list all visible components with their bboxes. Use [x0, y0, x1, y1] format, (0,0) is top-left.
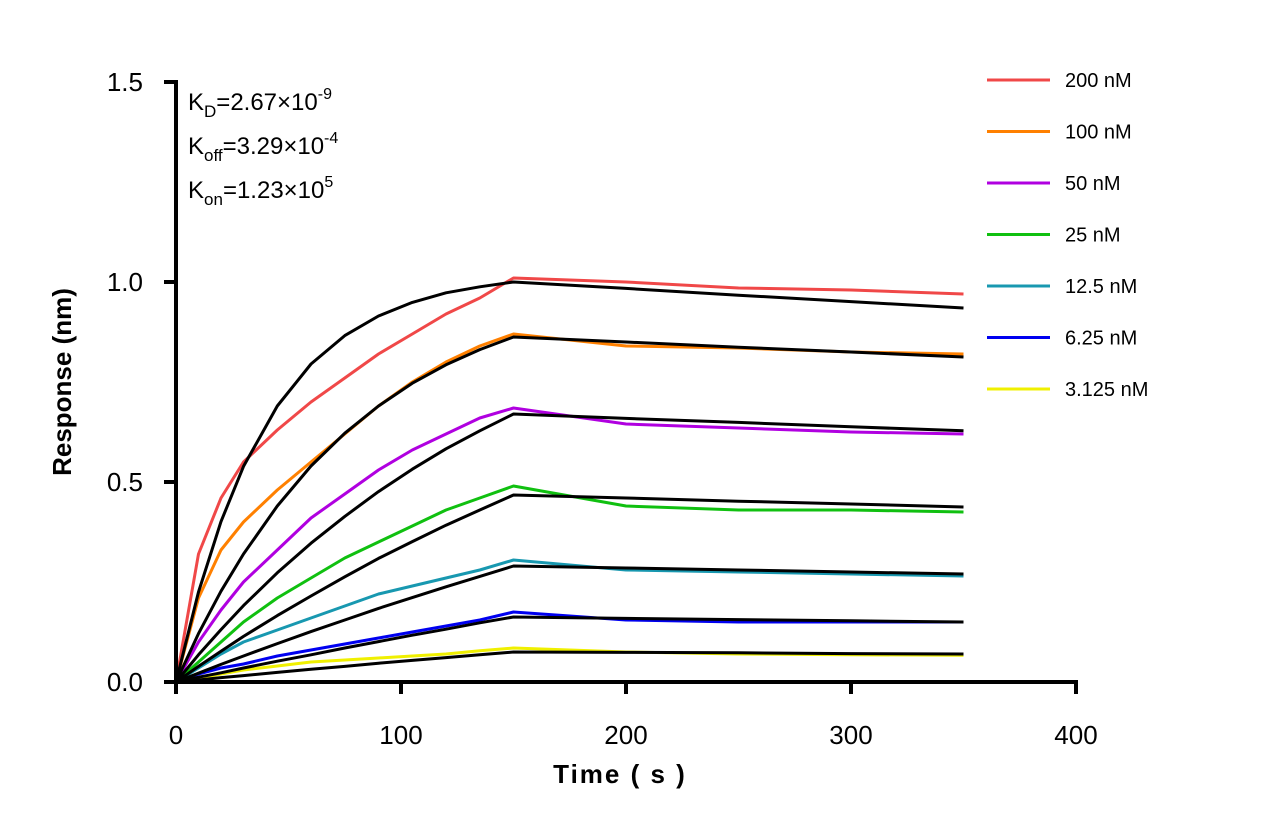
measured-curve-25-nM — [175, 484, 964, 684]
legend-label: 3.125 nM — [1065, 379, 1148, 401]
constant-exponent: -9 — [318, 86, 332, 103]
measured-curve-50-nM — [174, 406, 964, 683]
constant-subscript: D — [204, 102, 216, 121]
fit-curve-200-nM — [174, 280, 964, 683]
x-tick-label: 0 — [169, 720, 183, 750]
kinetic-constant: Koff=3.29×10-4 — [188, 130, 338, 165]
legend-item: 6.25 nM — [987, 328, 1137, 350]
legend-label: 6.25 nM — [1065, 328, 1137, 350]
constant-value: =1.23×10 — [223, 177, 324, 204]
measured-curve-200-nM — [174, 276, 964, 683]
axes — [174, 80, 1078, 684]
legend-label: 12.5 nM — [1065, 276, 1137, 298]
constant-exponent: -4 — [324, 130, 338, 147]
legend-label: 50 nM — [1065, 173, 1121, 195]
y-tick-label: 1.5 — [107, 67, 143, 97]
y-axis-title: Response (nm) — [47, 288, 77, 476]
constant-value: =3.29×10 — [223, 133, 324, 160]
legend-item: 100 nM — [987, 122, 1132, 144]
legend-label: 100 nM — [1065, 122, 1132, 144]
y-tick-label: 0.5 — [107, 467, 143, 497]
constant-symbol: K — [188, 89, 204, 116]
x-tick-label: 100 — [379, 720, 422, 750]
fit-curve-12.5-nM — [175, 564, 964, 684]
constant-symbol: K — [188, 177, 204, 204]
constant-value: =2.67×10 — [216, 89, 317, 116]
legend-item: 25 nM — [987, 225, 1121, 247]
legend-item: 12.5 nM — [987, 276, 1137, 298]
series-layer — [174, 276, 964, 684]
legend-label: 25 nM — [1065, 225, 1121, 247]
legend-item: 3.125 nM — [987, 379, 1148, 401]
legend-label: 200 nM — [1065, 70, 1132, 92]
fit-curve-50-nM — [174, 412, 964, 683]
y-tick-label: 0.0 — [107, 667, 143, 697]
constant-subscript: on — [204, 190, 223, 209]
constant-subscript: off — [204, 146, 223, 165]
legend-item: 50 nM — [987, 173, 1121, 195]
fit-curve-100-nM — [174, 335, 964, 683]
fit-curve-25-nM — [175, 493, 964, 684]
constant-symbol: K — [188, 133, 204, 160]
x-tick-label: 400 — [1054, 720, 1097, 750]
fit-curve-3.125-nM — [175, 650, 964, 684]
fit-curve-6.25-nM — [175, 615, 964, 684]
x-tick-label: 300 — [829, 720, 872, 750]
y-tick-label: 1.0 — [107, 267, 143, 297]
legend: 200 nM 100 nM 50 nM 25 nM 12.5 nM 6.25 nM 3.12… — [987, 70, 1148, 401]
x-tick-label: 200 — [604, 720, 647, 750]
ticks: 0.0 0.5 1.0 1.5 0 100 200 300 400 — [107, 67, 1098, 750]
x-axis-title: Time ( s ) — [553, 759, 687, 789]
constant-exponent: 5 — [324, 174, 333, 191]
measured-curve-6.25-nM — [175, 610, 964, 684]
legend-item: 200 nM — [987, 70, 1132, 92]
measured-curve-12.5-nM — [175, 558, 964, 684]
kinetic-constant: Kon=1.23×105 — [188, 174, 333, 209]
kinetic-constant: KD=2.67×10-9 — [188, 86, 332, 121]
